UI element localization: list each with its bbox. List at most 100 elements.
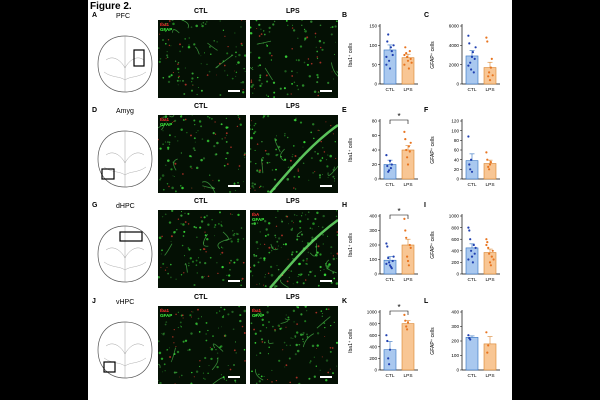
y-tick-label: 1000 <box>449 214 460 219</box>
y-tick-label: 2000 <box>449 62 460 67</box>
lps-data-point <box>404 229 407 232</box>
y-axis-label: GFAP⁺ cells <box>430 327 436 355</box>
ctl-data-point <box>388 59 391 62</box>
y-axis-label: Iba1⁺ cells <box>348 233 354 257</box>
lps-column-header: LPS <box>286 294 300 301</box>
y-tick-label: 400 <box>451 249 459 254</box>
y-axis-label: Iba1⁺ cells <box>348 138 354 162</box>
panel-label: J <box>92 298 96 305</box>
ctl-data-point <box>469 61 472 64</box>
y-tick-label: 150 <box>369 24 377 29</box>
significance-star: * <box>397 207 400 216</box>
y-tick-label: 0 <box>456 82 459 87</box>
lps-micrograph <box>250 20 338 98</box>
y-tick-label: 60 <box>454 148 460 153</box>
ctl-data-point <box>389 46 392 49</box>
significance-star: * <box>397 112 400 121</box>
lps-micrograph: Iba1 GFAP <box>250 306 338 384</box>
y-tick-label: 0 <box>374 177 377 182</box>
ctl-data-point <box>388 169 391 172</box>
y-tick-label: 0 <box>374 368 377 373</box>
lps-data-point <box>408 243 411 247</box>
ctl-data-point <box>468 42 471 45</box>
y-tick-label: 80 <box>372 119 378 124</box>
x-tick-label: LPS <box>403 277 412 283</box>
x-tick-label: LPS <box>485 277 494 283</box>
scale-bar <box>320 90 332 92</box>
y-tick-label: 600 <box>451 237 459 242</box>
x-tick-label: CTL <box>467 373 476 379</box>
y-axis-label: Iba1⁺ cells <box>348 329 354 353</box>
ctl-data-point <box>387 357 390 360</box>
lps-data-point <box>486 158 489 161</box>
ctl-data-point <box>390 267 393 270</box>
ctl-micrograph <box>158 210 246 288</box>
y-axis-label: GFAP⁺ cells <box>430 136 436 164</box>
y-tick-label: 400 <box>369 214 377 219</box>
lps-data-point <box>403 63 406 66</box>
lps-data-point <box>488 168 491 171</box>
lps-data-point <box>409 141 412 144</box>
region-box <box>133 49 145 67</box>
lps-data-point <box>485 331 488 334</box>
ctl-data-point <box>469 338 472 341</box>
x-tick-label: LPS <box>485 182 494 188</box>
stain-label-green: GFAP <box>252 217 265 222</box>
lps-data-point <box>490 255 493 258</box>
y-axis-label: GFAP⁺ cells <box>430 41 436 69</box>
scale-bar <box>320 280 332 282</box>
lps-data-point <box>489 264 492 267</box>
lps-data-point <box>488 261 492 264</box>
ctl-data-point <box>385 242 388 245</box>
lps-data-point <box>405 52 408 55</box>
ctl-bar <box>465 337 479 371</box>
ctl-data-point <box>471 261 474 264</box>
chart-panel-label: I <box>424 202 426 209</box>
lps-data-point <box>406 321 410 324</box>
region-box <box>101 168 115 180</box>
ctl-data-point <box>468 229 471 232</box>
lps-micrograph: IbA GFAP <box>250 210 338 288</box>
scale-bar <box>320 185 332 187</box>
brain-schematic <box>97 321 153 379</box>
brain-region-label: PFC <box>116 13 130 20</box>
lps-micrograph <box>250 115 338 193</box>
lps-data-point <box>486 351 489 354</box>
region-box <box>103 361 116 373</box>
y-tick-label: 600 <box>369 333 377 338</box>
bar-chart: Iba1⁺ cells 0 50 100 150 CTL LPS <box>348 24 418 93</box>
lps-data-point <box>487 165 490 168</box>
y-tick-label: 60 <box>372 133 378 138</box>
lps-data-point <box>487 75 490 78</box>
ctl-data-point <box>387 33 390 36</box>
y-tick-label: 0 <box>374 272 377 277</box>
lps-data-point <box>488 79 492 82</box>
ctl-data-point <box>474 246 477 249</box>
x-tick-label: CTL <box>385 87 394 93</box>
ctl-data-point <box>391 259 394 263</box>
ctl-data-point <box>385 55 388 59</box>
region-box <box>119 231 143 242</box>
y-tick-label: 100 <box>369 43 377 48</box>
y-tick-label: 400 <box>369 345 377 350</box>
scale-bar <box>228 280 240 282</box>
ctl-data-point <box>388 67 392 70</box>
y-tick-label: 20 <box>454 167 460 172</box>
chart-panel-label: B <box>342 12 348 19</box>
lps-data-point <box>406 156 409 159</box>
lps-data-point <box>487 344 490 347</box>
ctl-data-point <box>472 71 475 74</box>
ctl-data-point <box>388 261 391 264</box>
lps-data-point <box>485 243 488 247</box>
ctl-micrograph: Iba1 GFAP <box>158 306 246 384</box>
y-tick-label: 0 <box>456 272 459 277</box>
bar-chart: Iba1⁺ cells 0 200 400 600 800 1000 CTL LPS * <box>348 303 418 379</box>
stain-label-green: GFAP <box>160 122 173 127</box>
lps-column-header: LPS <box>286 103 300 110</box>
y-tick-label: 6000 <box>449 24 460 29</box>
ctl-data-point <box>470 55 474 59</box>
scale-bar <box>228 185 240 187</box>
lps-data-point <box>488 252 491 255</box>
ctl-data-point <box>467 226 470 229</box>
brain-region-label: dHPC <box>116 203 135 210</box>
